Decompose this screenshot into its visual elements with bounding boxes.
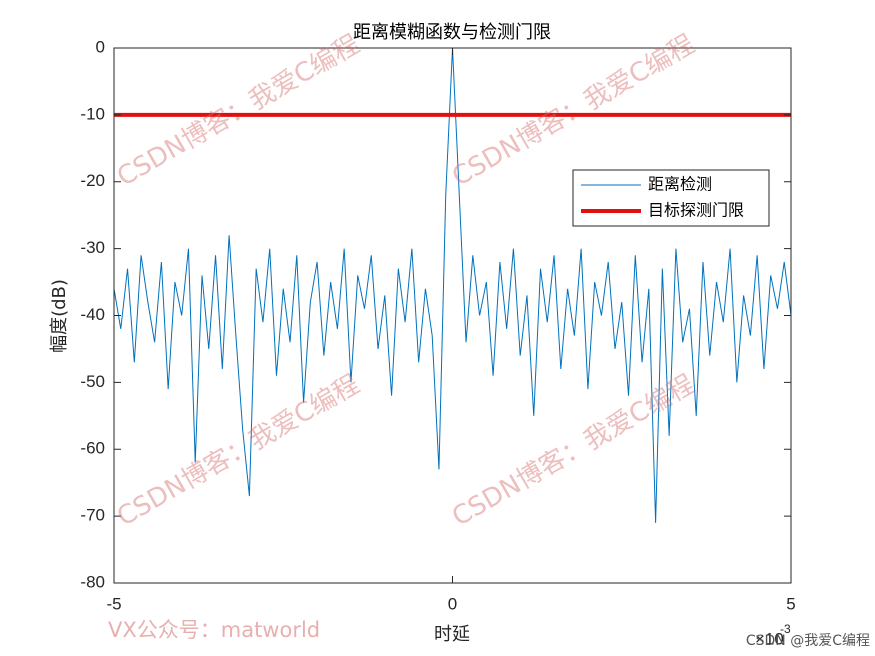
footer-left: VX公众号：matworld	[108, 618, 320, 642]
y-tick-label: -80	[80, 572, 105, 591]
y-tick-label: -40	[80, 305, 105, 324]
y-tick-label: -60	[80, 439, 105, 458]
legend-label: 距离检测	[648, 175, 712, 194]
y-tick-label: 0	[96, 37, 105, 56]
y-tick-label: -70	[80, 506, 105, 525]
chart-title: 距离模糊函数与检测门限	[353, 22, 551, 43]
y-tick-label: -20	[80, 171, 105, 190]
x-exponent-base: ×10	[755, 629, 784, 648]
x-axis-label: 时延	[434, 624, 470, 645]
x-exponent-power: -3	[780, 622, 791, 636]
y-tick-label: -10	[80, 104, 105, 123]
plot-area	[114, 48, 791, 583]
legend-box	[572, 169, 770, 227]
x-tick-label: 5	[786, 594, 795, 613]
legend-label: 目标探测门限	[648, 201, 744, 220]
y-tick-label: -30	[80, 238, 105, 257]
y-tick-label: -50	[80, 372, 105, 391]
footer-right: CSDN @我爱C编程	[746, 633, 870, 649]
y-axis-label: 幅度(dB)	[49, 279, 70, 353]
x-tick-label: 0	[448, 594, 457, 613]
x-tick-label: -5	[106, 594, 121, 613]
